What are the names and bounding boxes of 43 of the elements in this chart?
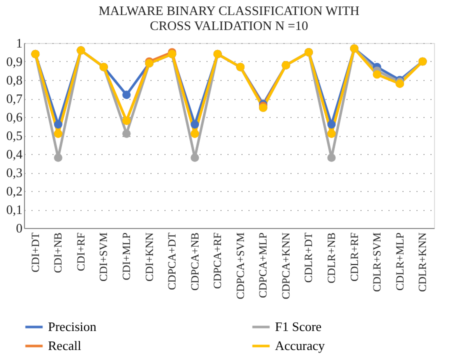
x-tick-label: CDLR+SVM	[372, 232, 384, 292]
point	[327, 154, 336, 162]
x-tick-label: CDLR+DT	[303, 232, 316, 283]
legend-label: Precision	[48, 319, 97, 334]
legend-label: Recall	[48, 338, 82, 353]
y-tick-label: 1	[16, 36, 22, 50]
text: CROSS VALIDATION N =10	[150, 18, 308, 33]
point	[190, 120, 200, 129]
point	[122, 90, 131, 99]
x-tick-label: CDPCA+RF	[212, 232, 224, 289]
point	[122, 129, 131, 138]
y-tick-label: 0	[16, 220, 22, 236]
point	[190, 154, 200, 162]
x-tick-label: CDPCA+KNN	[280, 232, 292, 300]
y-tick-label: 0,4	[6, 146, 23, 162]
y-tick-label: 0,9	[6, 54, 22, 69]
x-tick-label: CDPCA+NB	[189, 232, 202, 291]
text: MALWARE BINARY CLASSIFICATION WITH	[98, 3, 360, 18]
x-tick-label: CDPCA+SVM	[234, 232, 247, 300]
legend-label: F1 Score	[275, 319, 322, 334]
y-tick-label: 0,1	[6, 202, 22, 217]
y-tick-label: 0,6	[6, 110, 23, 124]
x-tick-label: CDI+MLP	[121, 232, 133, 280]
x-tick-label: CDI+NB	[52, 232, 65, 273]
point	[54, 154, 62, 162]
point	[54, 120, 62, 129]
x-tick-label: CDPCA+MLP	[258, 232, 270, 298]
x-tick-label: CDI+KNN	[144, 232, 156, 282]
y-tick-label: 0,7	[6, 91, 23, 106]
x-tick-label: CDLR+NB	[326, 232, 338, 284]
point	[327, 120, 336, 129]
y-tick-label: 0,8	[6, 72, 22, 88]
x-tick-label: CDLR+KNN	[417, 232, 430, 292]
x-tick-label: CDLR+MLP	[394, 232, 406, 291]
y-tick-label: 0,5	[6, 128, 22, 143]
y-tick-label: 0,2	[6, 184, 22, 198]
legend-label: Accuracy	[275, 338, 326, 353]
x-tick-label: CDI+RF	[75, 232, 88, 272]
x-tick-label: CDI+SVM	[98, 232, 110, 282]
y-tick-label: 0,3	[6, 165, 22, 180]
x-tick-label: CDLR+RF	[348, 232, 361, 282]
x-tick-label: CDPCA+DT	[166, 232, 179, 290]
x-tick-label: CDI+DT	[30, 232, 42, 272]
